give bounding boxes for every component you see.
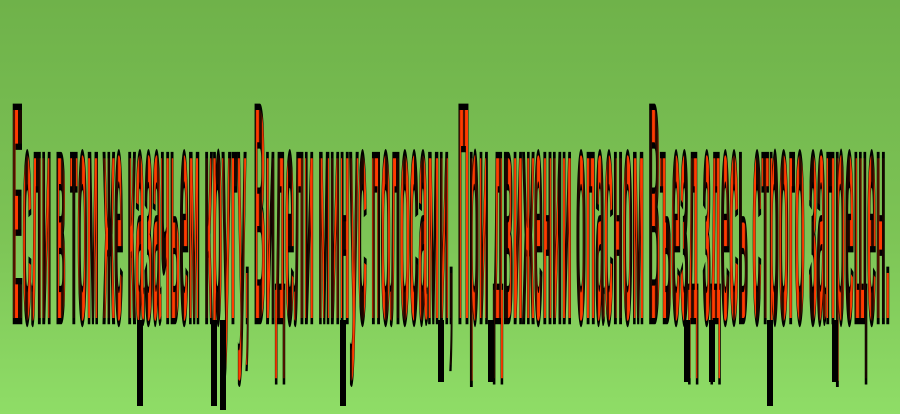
descender-6: [488, 320, 494, 382]
descender-7: [684, 320, 690, 382]
descender-8: [709, 320, 715, 382]
descender-5: [438, 320, 444, 382]
descender-2: [211, 320, 217, 406]
descender-10: [832, 320, 838, 382]
descender-3: [220, 320, 226, 410]
descender-strokes: [137, 320, 838, 410]
stretched-slogan-text: Если в том же казачьем кругу, Видели мин…: [12, 44, 890, 382]
descender-9: [767, 320, 773, 406]
descender-4: [340, 320, 346, 406]
descender-1: [137, 320, 143, 406]
